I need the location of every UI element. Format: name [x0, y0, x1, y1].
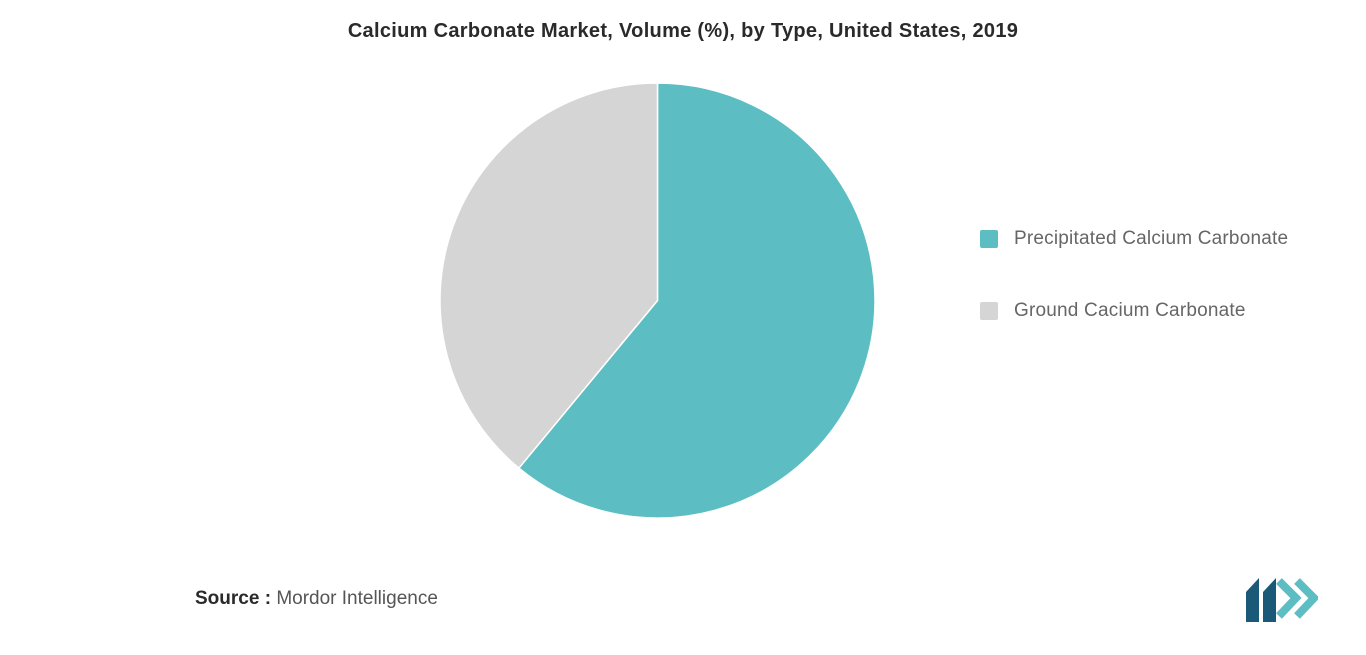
chart-area: Precipitated Calcium Carbonate Ground Cac…: [0, 63, 1366, 563]
pie-chart: [440, 83, 875, 518]
mordor-intelligence-logo-icon: [1243, 578, 1318, 622]
logo-chevrons: [1279, 581, 1314, 616]
legend-item: Precipitated Calcium Carbonate: [980, 228, 1288, 250]
source-label: Source :: [195, 588, 271, 609]
legend-label: Precipitated Calcium Carbonate: [1014, 228, 1288, 250]
source-value: Mordor Intelligence: [276, 588, 438, 609]
legend-swatch: [980, 302, 998, 320]
source-attribution: Source : Mordor Intelligence: [195, 588, 438, 610]
logo-bars: [1246, 578, 1276, 622]
legend-item: Ground Cacium Carbonate: [980, 300, 1288, 322]
chart-title: Calcium Carbonate Market, Volume (%), by…: [0, 0, 1366, 43]
legend-swatch: [980, 230, 998, 248]
legend: Precipitated Calcium Carbonate Ground Cac…: [980, 228, 1288, 372]
pie-svg: [440, 83, 875, 518]
legend-label: Ground Cacium Carbonate: [1014, 300, 1246, 322]
